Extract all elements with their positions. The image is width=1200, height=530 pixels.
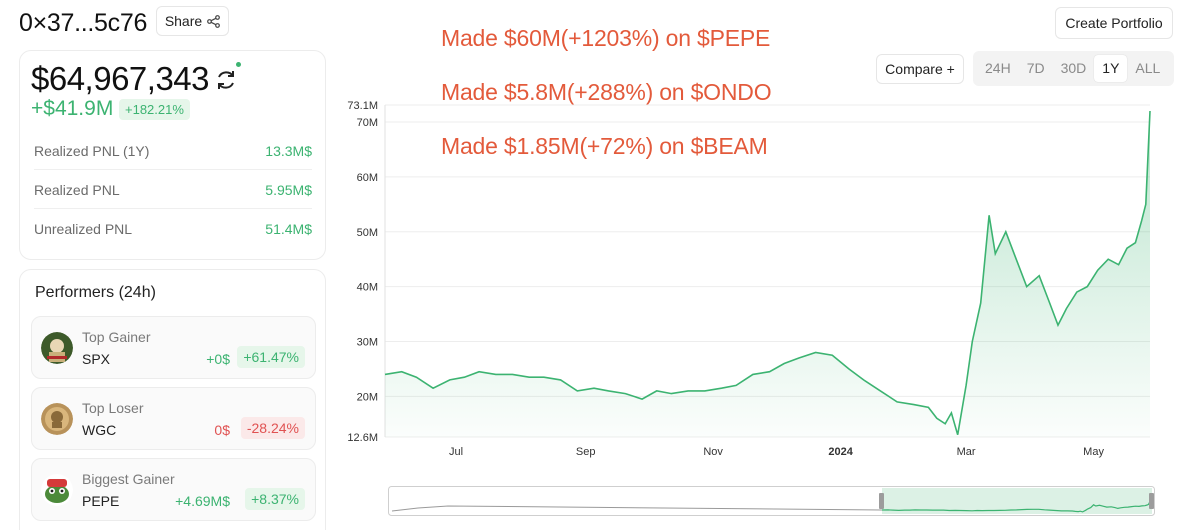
x-tick-label: 2024 <box>828 446 853 458</box>
wgc-token-icon <box>41 403 73 435</box>
annotation-pepe: Made $60M(+1203%) on $PEPE <box>441 25 771 51</box>
share-icon <box>207 14 221 28</box>
performer-percent-badge: -28.24% <box>240 417 305 439</box>
navigator-frame <box>388 486 1155 516</box>
y-tick-label: 20M <box>357 391 378 403</box>
x-tick-label: May <box>1083 446 1104 458</box>
portfolio-summary-card: $64,967,343 +$41.9M +182.21% Realized PN… <box>19 50 326 260</box>
performer-token: PEPE <box>82 493 120 509</box>
x-tick-label: Nov <box>703 446 723 458</box>
navigator-right-handle[interactable] <box>1149 493 1154 509</box>
x-axis-labels: Jul Sep Nov 2024 Mar May <box>449 446 1104 458</box>
performer-item-top-gainer[interactable]: Top Gainer SPX +0$ +61.47% <box>31 316 316 379</box>
pnl-label: Realized PNL <box>34 181 120 198</box>
x-tick-label: Mar <box>957 446 976 458</box>
performer-item-top-loser[interactable]: Top Loser WGC 0$ -28.24% <box>31 387 316 450</box>
performer-percent-badge: +61.47% <box>237 346 305 368</box>
y-tick-label: 60M <box>357 172 378 184</box>
pnl-row-realized-1y: Realized PNL (1Y) 13.3M$ <box>34 132 312 170</box>
performer-percent-badge: +8.37% <box>245 488 305 510</box>
y-tick-label: 40M <box>357 282 378 294</box>
performers-card: Performers (24h) Top Gainer SPX +0$ +61.… <box>19 269 326 530</box>
performer-amount: +4.69M$ <box>175 493 230 509</box>
y-axis-labels: 73.1M 70M 60M 50M 40M 30M 20M 12.6M <box>347 100 378 444</box>
pnl-row-unrealized: Unrealized PNL 51.4M$ <box>34 210 312 248</box>
time-range-selector: 24H 7D 30D 1Y ALL <box>973 51 1174 86</box>
performer-item-biggest-gainer[interactable]: Biggest Gainer PEPE +4.69M$ +8.37% <box>31 458 316 521</box>
range-7d[interactable]: 7D <box>1026 60 1045 76</box>
create-portfolio-button[interactable]: Create Portfolio <box>1055 7 1173 39</box>
delta-percent-badge: +182.21% <box>119 99 190 120</box>
range-30d[interactable]: 30D <box>1060 60 1087 76</box>
y-tick-label: 50M <box>357 227 378 239</box>
pepe-token-icon <box>41 474 73 506</box>
y-tick-label: 73.1M <box>347 100 378 112</box>
performer-kind: Top Gainer <box>82 329 151 345</box>
performers-title: Performers (24h) <box>35 284 156 301</box>
portfolio-value-line <box>384 110 1151 436</box>
performer-kind: Top Loser <box>82 400 144 416</box>
range-24h[interactable]: 24H <box>985 60 1011 76</box>
x-tick-label: Sep <box>576 446 596 458</box>
performer-amount: +0$ <box>206 351 230 367</box>
delta-value: +$41.9M <box>31 97 114 120</box>
performer-amount: 0$ <box>214 422 230 438</box>
spx-token-icon <box>41 332 73 364</box>
portfolio-area-fill <box>385 111 1150 437</box>
share-button[interactable]: Share <box>156 6 229 36</box>
live-status-dot <box>236 62 241 67</box>
y-tick-label: 30M <box>357 337 378 349</box>
performer-token: SPX <box>82 351 111 367</box>
pnl-row-realized: Realized PNL 5.95M$ <box>34 171 312 209</box>
navigator-left-handle[interactable] <box>879 493 884 509</box>
y-tick-label: 70M <box>357 117 378 129</box>
chart-range-navigator[interactable] <box>388 486 1155 516</box>
portfolio-value-chart[interactable]: 73.1M 70M 60M 50M 40M 30M 20M 12.6M Jul Sep Nov 20… <box>330 95 1170 465</box>
share-label: Share <box>164 13 203 29</box>
pnl-label: Unrealized PNL <box>34 221 133 237</box>
pnl-label: Realized PNL (1Y) <box>34 142 150 159</box>
y-tick-label: 12.6M <box>347 432 378 444</box>
total-value: $64,967,343 <box>31 60 210 97</box>
compare-button[interactable]: Compare + <box>876 54 964 84</box>
range-1y[interactable]: 1Y <box>1094 55 1128 82</box>
pnl-value: 13.3M$ <box>265 142 312 159</box>
performer-token: WGC <box>82 422 117 438</box>
annotation-ondo: Made $5.8M(+288%) on $ONDO <box>441 79 772 105</box>
pnl-value: 51.4M$ <box>265 221 312 237</box>
range-all[interactable]: ALL <box>1135 60 1161 76</box>
performer-kind: Biggest Gainer <box>82 471 175 487</box>
refresh-icon[interactable] <box>213 67 239 93</box>
wallet-address: 0×37...5c76 <box>19 9 148 37</box>
navigator-overview-line <box>391 505 883 512</box>
pnl-value: 5.95M$ <box>265 181 312 198</box>
annotation-beam: Made $1.85M(+72%) on $BEAM <box>441 133 768 159</box>
x-tick-label: Jul <box>449 446 463 458</box>
navigator-selected-line <box>881 501 1151 513</box>
